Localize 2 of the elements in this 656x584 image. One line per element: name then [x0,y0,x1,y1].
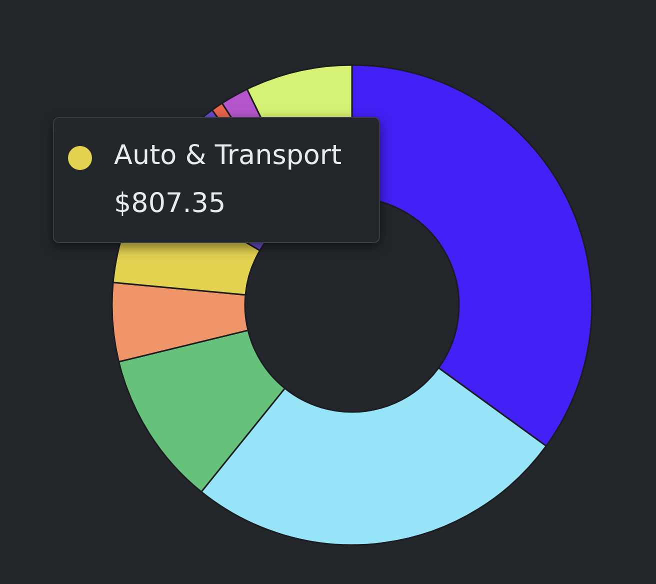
text: $807.35 [114,188,226,219]
legend-label: Auto & Transport [114,140,342,171]
